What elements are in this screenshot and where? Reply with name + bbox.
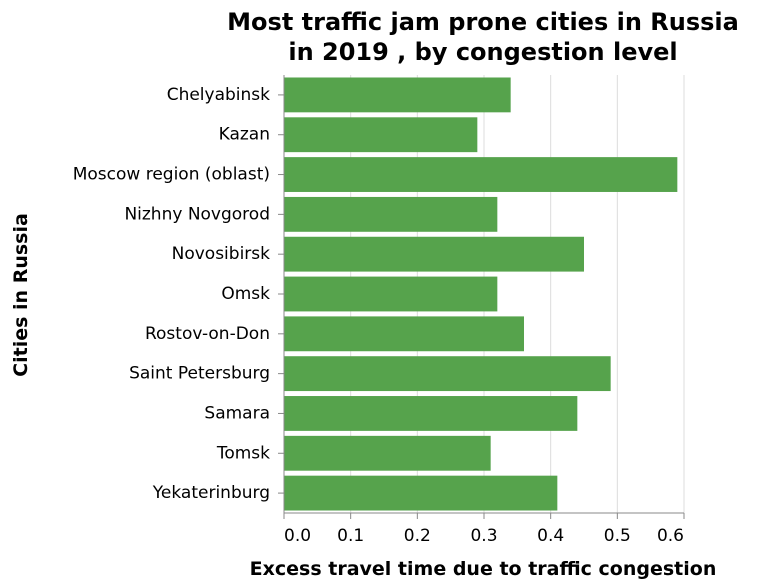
x-tick-label: 0.0	[284, 526, 311, 546]
y-tick-label: Tomsk	[216, 443, 270, 463]
bar	[284, 356, 611, 392]
y-tick-label: Moscow region (oblast)	[73, 165, 270, 185]
chart-title-line-2: in 2019 , by congestion level	[288, 38, 677, 66]
x-tick-label: 0.6	[657, 526, 684, 546]
bar	[284, 157, 678, 192]
axes: Chelyabinsk Kazan Moscow region (oblast) Ni…	[73, 75, 685, 546]
y-tick-label: Saint Petersburg	[129, 364, 270, 384]
x-tick-label: 0.2	[404, 526, 431, 546]
y-tick-label: Nizhny Novgorod	[124, 204, 270, 224]
bar	[284, 396, 578, 431]
x-axis-title: Excess travel time due to traffic conges…	[250, 558, 717, 580]
y-tick-label: Samara	[204, 403, 270, 423]
x-tick-label: 0.5	[604, 526, 631, 546]
chart-title-line-1: Most traffic jam prone cities in Russia	[227, 8, 739, 36]
y-tick-label: Novosibirsk	[172, 244, 271, 264]
x-tick-label: 0.1	[337, 526, 364, 546]
bar	[284, 475, 558, 511]
y-tick-label: Rostov-on-Don	[145, 324, 270, 344]
y-tick-label: Kazan	[219, 125, 270, 145]
bars	[284, 77, 678, 511]
bar	[284, 276, 498, 312]
bar	[284, 316, 524, 352]
bar	[284, 236, 584, 272]
bar	[284, 77, 511, 113]
x-tick-label: 0.4	[537, 526, 564, 546]
bar	[284, 435, 491, 471]
y-tick-label: Yekaterinburg	[152, 483, 270, 503]
x-tick-label: 0.3	[470, 526, 497, 546]
bar	[284, 196, 498, 232]
y-axis-title: Cities in Russia	[10, 213, 32, 377]
y-tick-label: Chelyabinsk	[167, 85, 270, 105]
y-tick-label: Omsk	[221, 284, 270, 304]
bar	[284, 117, 478, 153]
